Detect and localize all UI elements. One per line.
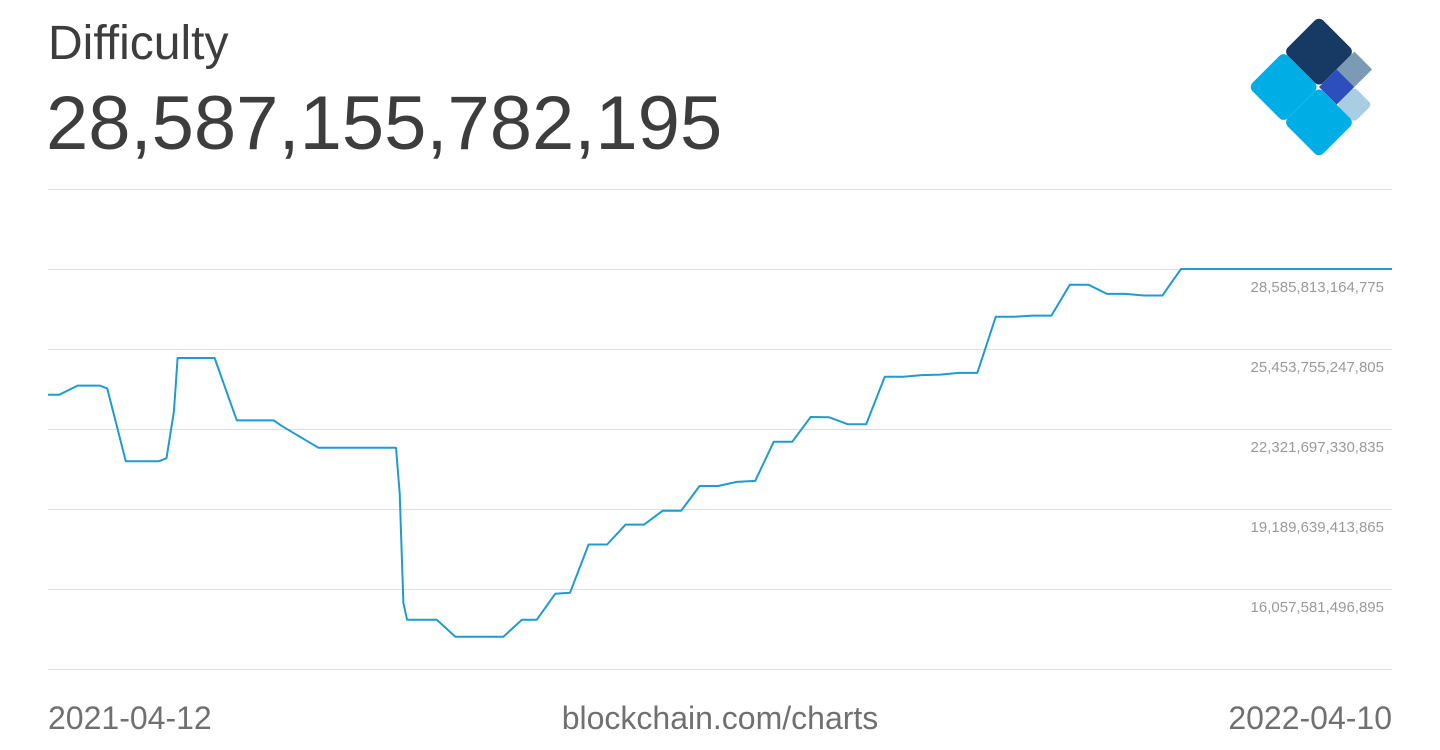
y-tick-label: 19,189,639,413,865 xyxy=(1251,519,1384,536)
start-date-label: 2021-04-12 xyxy=(48,700,212,736)
difficulty-series-line xyxy=(48,268,1392,638)
current-difficulty-value: 28,587,155,782,195 xyxy=(46,81,723,166)
source-label: blockchain.com/charts xyxy=(561,700,879,736)
chart-title: Difficulty xyxy=(48,17,229,70)
end-date-label: 2022-04-10 xyxy=(1228,700,1392,736)
y-tick-label: 22,321,697,330,835 xyxy=(1251,439,1384,456)
y-tick-label: 16,057,581,496,895 xyxy=(1251,599,1384,616)
y-tick-label: 25,453,755,247,805 xyxy=(1251,359,1384,376)
y-tick-label: 28,585,813,164,775 xyxy=(1251,279,1384,296)
blockchain-logo-icon xyxy=(1250,18,1373,156)
